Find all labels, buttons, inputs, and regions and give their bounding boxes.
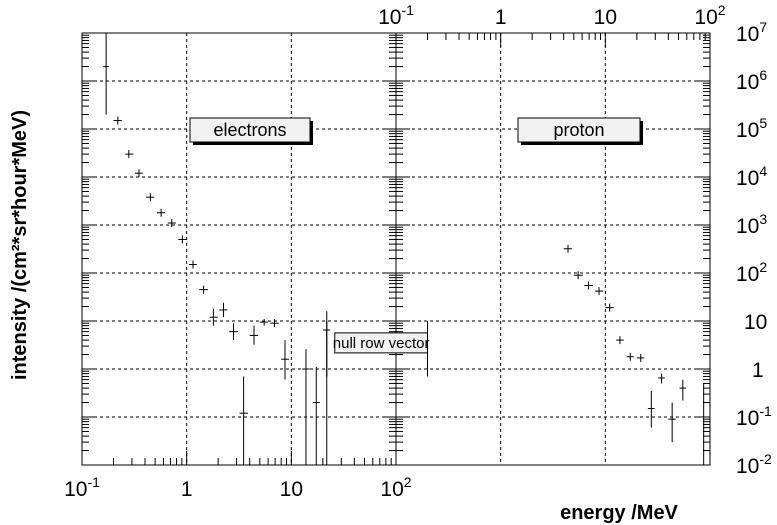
y-tick-label: 10-1 (736, 403, 772, 430)
y-axis-title: intensity /(cm²*sr*hour*MeV) (9, 110, 31, 380)
data-point (595, 287, 604, 296)
data-point (125, 150, 134, 159)
data-point (209, 308, 218, 326)
data-point (605, 303, 614, 312)
x-bottom-tick-label: 10-1 (64, 474, 100, 501)
data-points (103, 33, 707, 465)
data-point (312, 367, 320, 465)
annotation-text: null row vector (333, 335, 430, 352)
null-row-vector-annotation: null row vector (326, 321, 430, 377)
y-tick-label: 107 (736, 19, 767, 46)
annotation-box (334, 332, 429, 354)
data-point (584, 281, 593, 290)
y-tick-label: 104 (736, 163, 767, 190)
data-point (167, 219, 176, 228)
data-point (616, 336, 624, 345)
x-top-tick-label: 102 (694, 2, 725, 29)
axis-ticks (81, 33, 710, 466)
y-tick-label: 102 (736, 259, 767, 286)
data-point (134, 169, 143, 178)
x-bottom-tick-label: 1 (181, 478, 193, 501)
data-point (259, 319, 269, 326)
data-point (188, 260, 197, 269)
x-bottom-tick-label: 10 (280, 478, 303, 501)
data-point (281, 340, 290, 380)
y-tick-label: 10-2 (736, 451, 772, 478)
data-point (113, 116, 122, 125)
data-point (103, 33, 109, 115)
data-point (178, 235, 187, 244)
data-point (636, 353, 645, 362)
panel-labels: electrons proton (189, 117, 643, 145)
data-point (647, 390, 655, 428)
x-axis-top-tick-labels: 10-1 1 10 102 (378, 2, 726, 29)
data-point (679, 379, 687, 401)
data-point (249, 325, 258, 345)
y-axis-tick-labels: 10-2 10-1 1 10 102 103 104 105 106 107 (736, 19, 772, 478)
data-point (156, 208, 165, 217)
panel-label-box (189, 117, 311, 143)
y-tick-label: 1 (752, 359, 764, 382)
y-tick-label: 106 (736, 67, 767, 94)
x-top-tick-label: 10-1 (378, 2, 414, 29)
panel-label-box (517, 117, 641, 143)
x-axis-title: energy /MeV (560, 502, 678, 524)
y-tick-label: 103 (736, 211, 767, 238)
data-point (302, 349, 310, 465)
data-point (229, 323, 239, 341)
data-point (700, 383, 707, 465)
data-point (563, 244, 572, 253)
x-bottom-tick-label: 102 (380, 474, 411, 501)
data-point (219, 302, 228, 318)
data-point (270, 319, 279, 327)
data-point (626, 352, 634, 361)
x-axis-bottom-tick-labels: 10-1 1 10 102 (64, 474, 412, 501)
data-point (146, 193, 155, 202)
panel-label-text: electrons (213, 120, 286, 140)
data-point (668, 402, 676, 443)
y-tick-label: 10 (744, 311, 767, 334)
right-panel-frame (395, 32, 711, 466)
data-point (199, 285, 209, 294)
panel-label-text: proton (553, 120, 604, 140)
data-point (239, 376, 248, 465)
left-panel-frame (81, 32, 397, 466)
x-top-tick-label: 1 (495, 6, 507, 29)
data-point (658, 373, 665, 384)
x-top-tick-label: 10 (594, 6, 617, 29)
y-tick-label: 105 (736, 115, 767, 142)
data-point (573, 271, 583, 280)
